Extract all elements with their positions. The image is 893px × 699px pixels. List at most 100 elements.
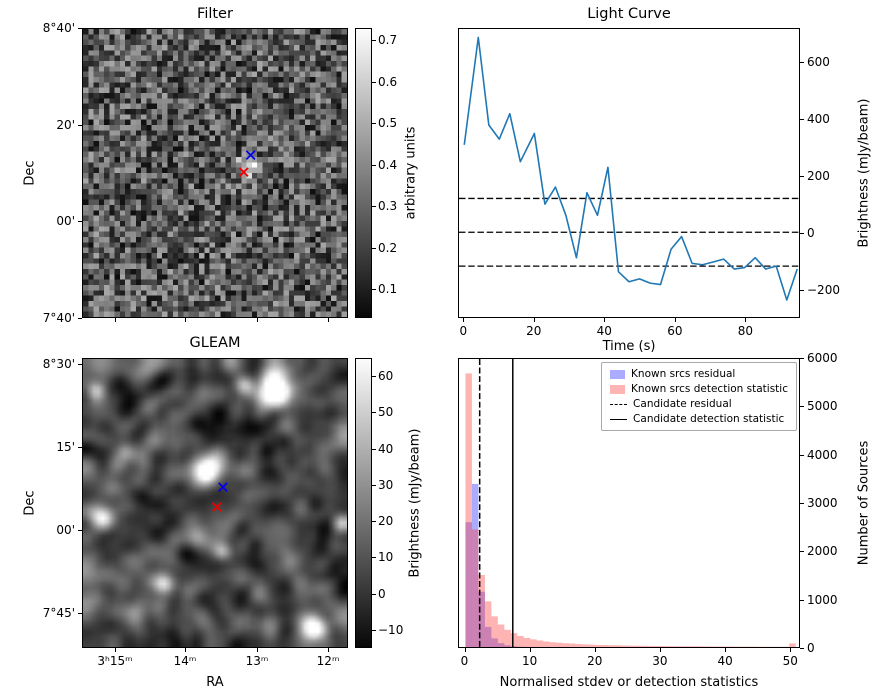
legend-item: Known srcs detection statistic xyxy=(610,383,788,395)
x-tick-label: 0 xyxy=(459,324,468,338)
y-tick-mark xyxy=(78,364,82,365)
x-tick-mark xyxy=(115,648,116,652)
gleam-x-axis-label: RA xyxy=(206,675,224,690)
x-tick-mark xyxy=(595,648,596,652)
x-tick-label: 40 xyxy=(717,654,733,668)
colorbar-tick-mark xyxy=(372,40,376,41)
colorbar-tick-mark xyxy=(372,449,376,450)
x-tick-mark xyxy=(725,648,726,652)
y-tick-mark xyxy=(800,648,804,649)
y-tick-mark xyxy=(800,455,804,456)
y-tick-mark xyxy=(78,221,82,222)
gleam-colorbar-gradient xyxy=(355,358,372,648)
colorbar-tick-mark xyxy=(372,594,376,595)
filter-plot-area xyxy=(82,28,348,318)
x-tick-label: 13ᵐ xyxy=(245,654,269,668)
y-tick-label: 15' xyxy=(56,439,75,454)
gleam-colorbar-label: Brightness (mJy/beam) xyxy=(407,428,423,578)
colorbar-tick-label: 40 xyxy=(378,441,394,456)
colorbar-tick-mark xyxy=(372,206,376,207)
x-tick-mark xyxy=(530,648,531,652)
y-tick-label: 400 xyxy=(807,111,830,126)
legend-label: Candidate detection statistic xyxy=(633,413,785,425)
y-tick-mark xyxy=(78,28,82,29)
y-tick-mark xyxy=(800,62,804,63)
x-tick-mark xyxy=(790,648,791,652)
x-tick-mark xyxy=(675,318,676,322)
legend-label: Known srcs detection statistic xyxy=(631,383,788,395)
x-tick-mark xyxy=(745,318,746,322)
x-tick-mark xyxy=(328,318,329,322)
y-tick-mark xyxy=(800,551,804,552)
y-tick-label: 1000 xyxy=(807,592,838,607)
y-tick-label: 4000 xyxy=(807,447,838,462)
x-tick-label: 20 xyxy=(526,324,542,338)
y-tick-label: 20' xyxy=(56,117,75,132)
y-tick-label: 200 xyxy=(807,168,830,183)
colorbar-tick-label: 0.1 xyxy=(378,282,398,296)
x-tick-mark xyxy=(185,318,186,322)
y-tick-mark xyxy=(78,318,82,319)
light-curve-title: Light Curve xyxy=(587,6,671,22)
y-tick-mark xyxy=(800,358,804,359)
y-tick-label: 8°30' xyxy=(42,356,75,371)
x-tick-label: 0 xyxy=(460,654,469,668)
legend-item: Known srcs residual xyxy=(610,368,788,380)
gleam-y-axis-label: Dec xyxy=(22,490,38,516)
filter-y-axis-label: Dec xyxy=(22,160,38,186)
filter-markers-overlay xyxy=(238,150,256,178)
x-tick-mark xyxy=(465,648,466,652)
histogram-x-axis-label: Normalised stdev or detection statistics xyxy=(499,675,759,690)
y-tick-label: 5000 xyxy=(807,399,838,414)
x-tick-label: 30 xyxy=(652,654,668,668)
histogram-chart xyxy=(465,359,796,647)
colorbar-tick-mark xyxy=(372,165,376,166)
x-tick-mark xyxy=(257,318,258,322)
gleam-heatmap-image xyxy=(83,359,347,647)
colorbar-tick-label: 0.5 xyxy=(378,116,398,131)
light-curve-y-axis-label: Brightness (mJy/beam) xyxy=(856,98,872,248)
y-tick-label: 8°40' xyxy=(42,21,75,35)
legend-label: Known srcs residual xyxy=(631,368,736,380)
colorbar-tick-label: 0.4 xyxy=(378,157,398,172)
y-tick-label: 7°45' xyxy=(42,605,75,620)
y-tick-mark xyxy=(800,600,804,601)
y-tick-label: 00' xyxy=(56,214,75,229)
colorbar-tick-label: 0 xyxy=(378,586,386,601)
x-tick-mark xyxy=(185,648,186,652)
colorbar-tick-label: 0.6 xyxy=(378,74,398,89)
colorbar-tick-mark xyxy=(372,82,376,83)
colorbar-tick-label: 10 xyxy=(378,550,394,565)
histogram-legend: Known srcs residual Known srcs detection… xyxy=(601,362,797,431)
colorbar-tick-mark xyxy=(372,289,376,290)
y-tick-label: −200 xyxy=(807,282,840,297)
y-tick-mark xyxy=(800,503,804,504)
colorbar-tick-label: 30 xyxy=(378,477,394,492)
light-curve-chart xyxy=(459,36,799,301)
y-tick-mark xyxy=(800,176,804,177)
colorbar-tick-label: 0.3 xyxy=(378,199,398,214)
legend-swatch-known-detection xyxy=(610,384,626,394)
light-curve-x-axis-label: Time (s) xyxy=(602,339,656,354)
legend-label: Candidate residual xyxy=(633,398,732,410)
y-tick-label: 00' xyxy=(56,522,75,537)
x-tick-label: 12ᵐ xyxy=(316,654,340,668)
y-tick-mark xyxy=(78,125,82,126)
x-tick-mark xyxy=(660,648,661,652)
colorbar-tick-label: 50 xyxy=(378,405,394,420)
colorbar-tick-mark xyxy=(372,412,376,413)
x-tick-label: 3ʰ15ᵐ xyxy=(97,654,133,668)
y-tick-mark xyxy=(800,290,804,291)
y-tick-label: 7°40' xyxy=(42,311,75,325)
legend-dashed-line-sample xyxy=(610,403,628,405)
colorbar-tick-mark xyxy=(372,630,376,631)
legend-swatch-known-residual xyxy=(610,369,626,379)
histogram-y-axis-label: Number of Sources xyxy=(856,440,872,566)
colorbar-tick-mark xyxy=(372,376,376,377)
filter-colorbar-label: arbitrary units xyxy=(403,126,419,220)
x-tick-label: 50 xyxy=(782,654,798,668)
y-tick-label: 0 xyxy=(807,641,815,655)
colorbar-tick-label: −10 xyxy=(378,622,404,637)
colorbar-tick-label: 20 xyxy=(378,514,394,529)
